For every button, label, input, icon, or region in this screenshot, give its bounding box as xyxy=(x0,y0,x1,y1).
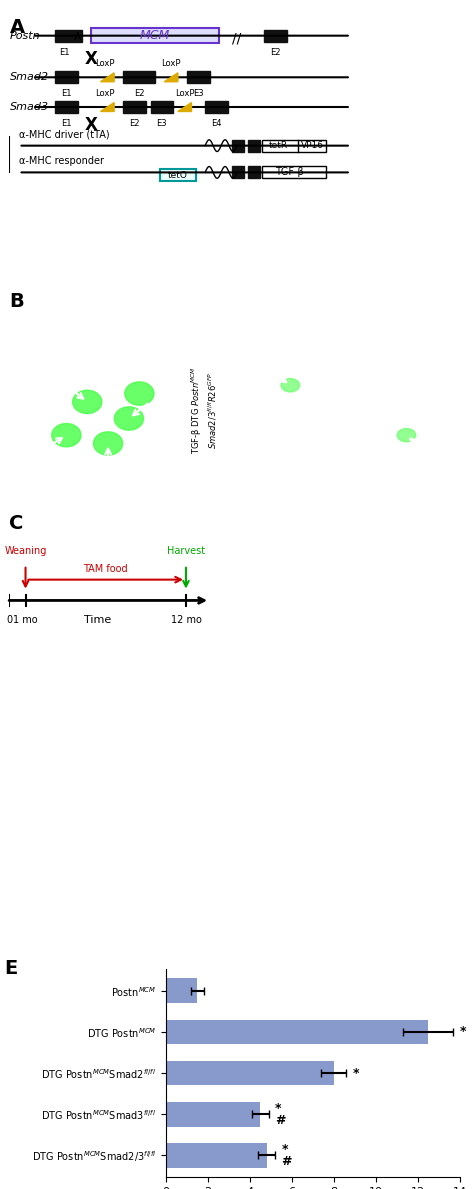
Polygon shape xyxy=(164,73,178,82)
Bar xyxy=(166,1102,260,1126)
Polygon shape xyxy=(178,102,191,112)
Bar xyxy=(123,71,155,83)
Bar xyxy=(151,101,173,113)
Polygon shape xyxy=(100,73,114,82)
Bar xyxy=(123,101,146,113)
Bar xyxy=(55,101,78,113)
Text: Postn: Postn xyxy=(9,31,40,40)
Bar xyxy=(248,166,260,178)
Text: E2: E2 xyxy=(129,119,140,128)
Bar xyxy=(187,71,210,83)
Text: *
#: * # xyxy=(282,1143,292,1168)
Text: α-MHC responder: α-MHC responder xyxy=(18,157,104,166)
Text: 1 mo: 1 mo xyxy=(13,616,38,625)
Text: E1: E1 xyxy=(59,48,69,57)
Text: DTG $Postn^{MCM}Smad3^{fl/fl}$: DTG $Postn^{MCM}Smad3^{fl/fl}$ xyxy=(20,799,138,812)
Circle shape xyxy=(93,432,123,455)
Text: LoxP: LoxP xyxy=(95,59,115,69)
Text: LoxP: LoxP xyxy=(95,89,115,99)
Circle shape xyxy=(125,382,154,405)
Circle shape xyxy=(73,390,102,414)
Bar xyxy=(205,101,228,113)
Text: TAM food: TAM food xyxy=(83,564,128,574)
Text: A: A xyxy=(9,18,25,37)
Text: 0: 0 xyxy=(7,616,12,625)
Text: *: * xyxy=(460,1025,466,1038)
Text: $Postn^{MCM}$: $Postn^{MCM}$ xyxy=(244,454,296,471)
Bar xyxy=(232,140,244,152)
Bar xyxy=(166,1020,428,1044)
Text: X: X xyxy=(85,115,98,134)
Bar xyxy=(166,1061,334,1086)
Text: Smad3: Smad3 xyxy=(9,102,49,112)
Text: VP16: VP16 xyxy=(301,141,324,150)
Text: E: E xyxy=(4,958,18,977)
Circle shape xyxy=(397,428,416,442)
Polygon shape xyxy=(100,102,114,112)
Text: tetR: tetR xyxy=(269,141,288,150)
Bar xyxy=(232,166,244,178)
Text: *
#: * # xyxy=(275,1102,285,1127)
FancyBboxPatch shape xyxy=(160,170,196,182)
Text: MCM: MCM xyxy=(140,30,170,42)
Text: TGF-β DTG
$Postn^{MCM}R26^{GFP}$: TGF-β DTG $Postn^{MCM}R26^{GFP}$ xyxy=(0,376,1,445)
Bar xyxy=(55,30,82,42)
Text: DTG: DTG xyxy=(0,140,2,169)
Text: Weaning: Weaning xyxy=(4,546,47,556)
Text: E1: E1 xyxy=(61,89,72,99)
Text: X: X xyxy=(85,50,98,69)
Text: 12 mo: 12 mo xyxy=(171,616,201,625)
Circle shape xyxy=(114,407,144,430)
Text: E2: E2 xyxy=(271,48,281,57)
Text: TGF-β: TGF-β xyxy=(275,168,304,177)
FancyBboxPatch shape xyxy=(262,140,326,152)
Bar xyxy=(264,30,287,42)
Text: α-MHC driver (tTA): α-MHC driver (tTA) xyxy=(18,130,109,140)
Text: DTG $Postn^{MCM}Smad2/3^{fl/fl}$: DTG $Postn^{MCM}Smad2/3^{fl/fl}$ xyxy=(248,799,375,813)
Text: C: C xyxy=(9,515,24,533)
Circle shape xyxy=(52,423,81,447)
Text: LoxP: LoxP xyxy=(175,89,194,99)
Text: Smad2: Smad2 xyxy=(9,73,49,82)
Text: E1: E1 xyxy=(61,119,72,128)
Text: *: * xyxy=(353,1067,359,1080)
Text: DTG $Postn^{MCM}$: DTG $Postn^{MCM}$ xyxy=(20,633,92,646)
Text: //: // xyxy=(232,32,242,45)
Text: E4: E4 xyxy=(211,119,222,128)
Text: LoxP: LoxP xyxy=(161,59,181,69)
Text: Time: Time xyxy=(84,616,111,625)
Text: E2: E2 xyxy=(134,89,145,99)
Text: TGF-β DTG $Postn^{MCM}$
$Smad2/3^{fl/fl}R26^{GFP}$: TGF-β DTG $Postn^{MCM}$ $Smad2/3^{fl/fl}… xyxy=(190,366,219,454)
Circle shape xyxy=(281,378,300,392)
Text: Harvest: Harvest xyxy=(167,546,205,556)
Bar xyxy=(248,140,260,152)
Bar xyxy=(166,1143,267,1168)
FancyBboxPatch shape xyxy=(91,29,219,43)
Text: B: B xyxy=(9,292,24,312)
Text: E3: E3 xyxy=(156,119,167,128)
Text: E3: E3 xyxy=(193,89,204,99)
Text: DTG $Postn^{MCM}Smad2^{fl/fl}$: DTG $Postn^{MCM}Smad2^{fl/fl}$ xyxy=(248,633,366,646)
Text: tetO: tetO xyxy=(168,171,188,180)
Bar xyxy=(55,71,78,83)
FancyBboxPatch shape xyxy=(262,166,326,178)
Bar xyxy=(166,979,197,1004)
